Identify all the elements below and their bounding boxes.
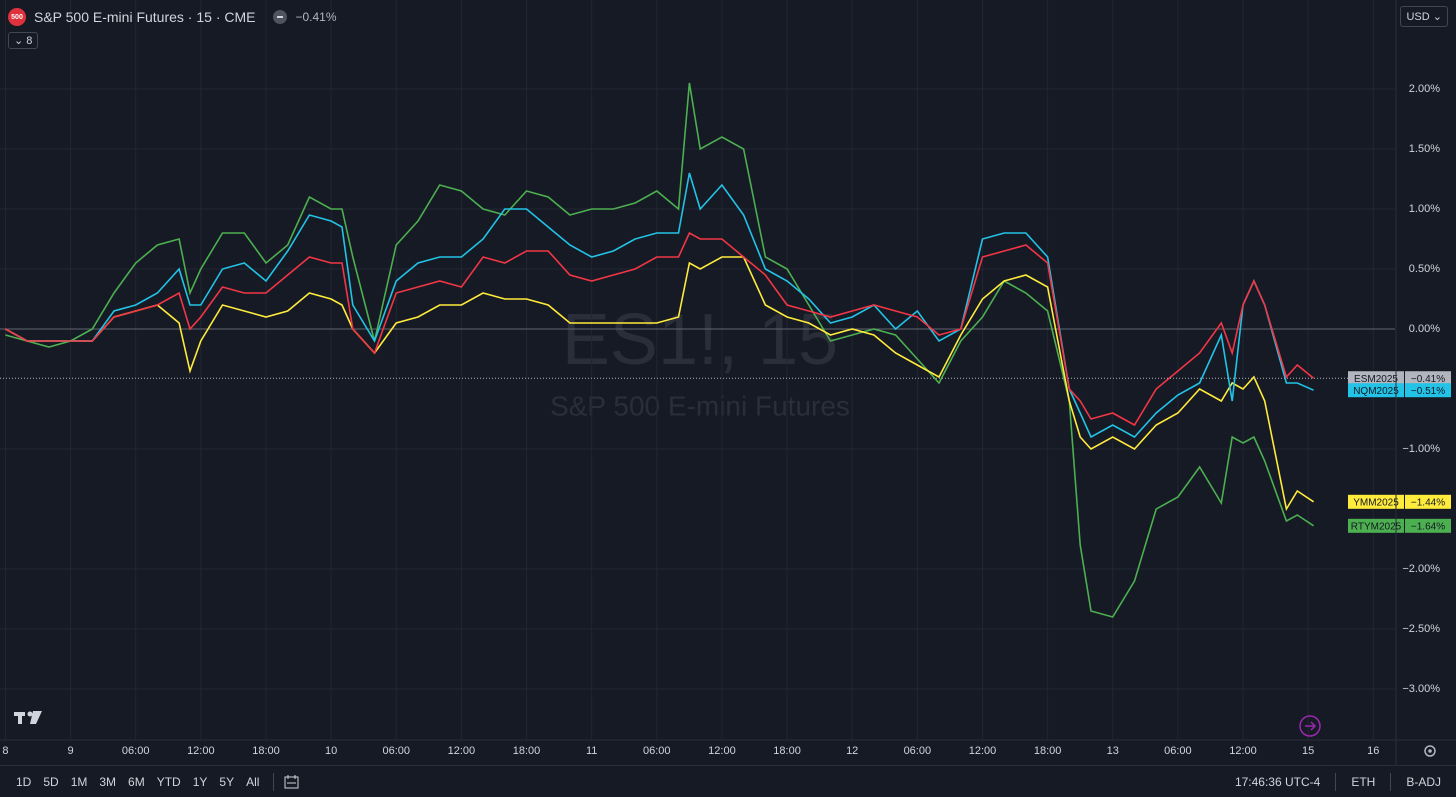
y-tick-label: 2.00% <box>1409 83 1440 95</box>
x-tick-label: 10 <box>325 745 337 757</box>
timeframe-button[interactable]: YTD <box>156 775 181 789</box>
series-line <box>5 82 1315 618</box>
x-tick-label: 15 <box>1302 745 1314 757</box>
legend-entry: RTYM2025 <box>1351 521 1402 532</box>
y-tick-label: −2.00% <box>1402 563 1440 575</box>
currency: USD <box>1406 11 1430 23</box>
y-tick-label: 1.50% <box>1409 143 1440 155</box>
legend-entry: ESM2025 <box>1354 374 1398 385</box>
price-badge: RTYM2025 −1.64% <box>1348 518 1451 533</box>
symbol-logo: 500 <box>8 8 26 26</box>
scroll-to-latest[interactable] <box>1299 715 1321 737</box>
y-tick-label: −3.00% <box>1402 683 1440 695</box>
clock: 17:46:36 UTC-4 <box>1234 775 1321 789</box>
timeframes: 1D 5D 1M 3M 6M YTD 1Y 5Y All <box>10 775 265 789</box>
badge-name-bg <box>1348 494 1404 509</box>
x-tick-label: 18:00 <box>252 745 280 757</box>
x-tick-label: 06:00 <box>1164 745 1192 757</box>
price-badge: YMM2025 −1.44% <box>1348 494 1451 509</box>
adjustment[interactable]: B-ADJ <box>1406 775 1441 789</box>
x-tick-label: 18:00 <box>1034 745 1062 757</box>
status-bar: 17:46:36 UTC-4 ETH B-ADJ <box>1228 773 1448 791</box>
badge-value: −0.51% <box>1411 386 1445 397</box>
y-tick-label: 0.50% <box>1409 263 1440 275</box>
settings-gear[interactable] <box>1424 745 1436 757</box>
timeframe-button[interactable]: 1M <box>70 775 88 789</box>
chart: ES1!, 15 S&P 500 E-mini Futures 2.00% 1.5… <box>0 0 1456 765</box>
x-tick-label: 12:00 <box>1229 745 1257 757</box>
legend-entry: NQM2025 <box>1353 386 1399 397</box>
timeframe-button[interactable]: 1D <box>16 775 32 789</box>
badge-value: −1.44% <box>1411 497 1445 508</box>
session[interactable]: ETH <box>1351 775 1376 789</box>
currency-button[interactable]: USD ⌄ <box>1400 6 1448 27</box>
x-tick-label: 18:00 <box>773 745 801 757</box>
indicator-toggle[interactable]: ⌄ 8 <box>8 32 39 49</box>
date-range-button[interactable] <box>282 773 302 791</box>
badge-value-bg <box>1405 383 1451 398</box>
badge-name-bg <box>1348 383 1404 398</box>
x-tick-label: 06:00 <box>382 745 410 757</box>
x-tick-label: 06:00 <box>904 745 932 757</box>
x-tick-label: 18:00 <box>513 745 541 757</box>
x-tick-label: 12:00 <box>708 745 736 757</box>
x-tick-label: 12:00 <box>448 745 476 757</box>
tv-logo <box>14 711 42 724</box>
separator <box>1335 773 1337 791</box>
legend-entry: YMM2025 <box>1353 497 1399 508</box>
badge-value-bg <box>1405 494 1451 509</box>
x-tick-label: 9 <box>68 745 74 757</box>
timeframe-button[interactable]: 5D <box>43 775 59 789</box>
timeframe-button[interactable]: 3M <box>99 775 117 789</box>
badge-name-bg <box>1348 371 1404 386</box>
x-tick-label: 13 <box>1107 745 1119 757</box>
separator <box>1390 773 1392 791</box>
x-tick-label: 12:00 <box>187 745 215 757</box>
lines <box>0 82 1395 618</box>
y-tick-label: 0.00% <box>1409 323 1440 335</box>
y-tick-label: −2.50% <box>1402 623 1440 635</box>
axes: 2.00% 1.50% 1.00% 0.50% 0.00% −1.00% −2.00% −2.… <box>2 83 1451 757</box>
watermark-name: S&P 500 E-mini Futures <box>550 390 850 421</box>
series-line <box>5 172 1314 439</box>
x-tick-label: 12:00 <box>969 745 997 757</box>
series-line <box>5 256 1315 512</box>
price-badge: ESM2025 −0.41% <box>1348 371 1451 386</box>
badge-name-bg <box>1348 518 1404 533</box>
x-tick-label: 16 <box>1367 745 1379 757</box>
badge-value: −0.41% <box>1411 374 1445 385</box>
timeframe-button[interactable]: 6M <box>128 775 145 789</box>
x-tick-label: 06:00 <box>122 745 150 757</box>
watermark-symbol: ES1!, 15 <box>562 300 838 380</box>
price-badge: NQM2025 −0.51% <box>1348 383 1451 398</box>
header-change: −0.41% <box>295 10 337 24</box>
y-tick-label: −1.00% <box>1402 443 1440 455</box>
market-status <box>273 10 288 24</box>
symbol-title[interactable]: S&P 500 E-mini Futures · 15 · CME <box>34 9 256 25</box>
bottom-toolbar: 1D 5D 1M 3M 6M YTD 1Y 5Y All 17:46:36 UTC-4 ETH … <box>0 765 1456 797</box>
indicator-count: 8 <box>26 35 33 47</box>
badge-value-bg <box>1405 371 1451 386</box>
x-tick-label: 12 <box>846 745 858 757</box>
badge-value: −1.64% <box>1411 521 1445 532</box>
x-tick-label: 8 <box>2 745 8 757</box>
x-tick-label: 11 <box>586 745 597 757</box>
timeframe-button[interactable]: 1Y <box>192 775 208 789</box>
x-tick-label: 06:00 <box>643 745 671 757</box>
series-line <box>5 231 1315 427</box>
chart-background <box>0 0 1456 765</box>
y-tick-label: 1.00% <box>1409 203 1440 215</box>
symbol-header: 500 S&P 500 E-mini Futures · 15 · CME −0… <box>8 8 337 26</box>
grid <box>0 0 1395 740</box>
badge-value-bg <box>1405 518 1451 533</box>
timeframe-button[interactable]: 5Y <box>219 775 235 789</box>
timeframe-button[interactable]: All <box>246 775 260 789</box>
separator <box>273 773 275 791</box>
